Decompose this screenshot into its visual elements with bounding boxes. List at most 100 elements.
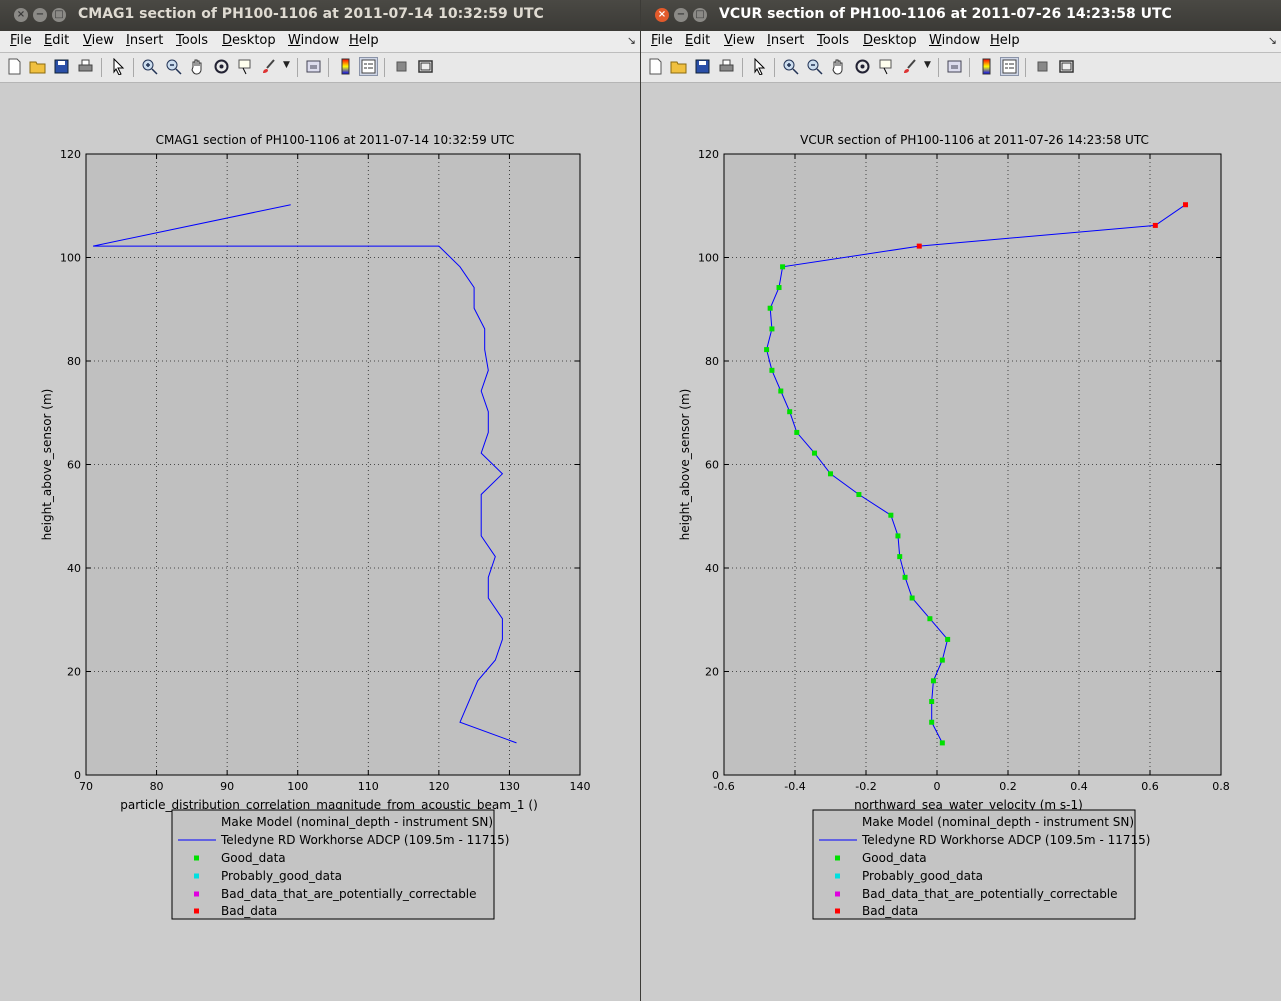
toolbar-separator	[1025, 58, 1026, 77]
toolbar-separator	[384, 58, 385, 77]
show-plot-tools-icon[interactable]	[417, 58, 434, 75]
right-close-icon[interactable]: ×	[655, 8, 669, 22]
right-menu-file[interactable]: File	[651, 33, 673, 48]
save-icon[interactable]	[694, 58, 711, 75]
right-minimize-icon[interactable]: −	[674, 8, 688, 22]
legend-series-label: Teledyne RD Workhorse ADCP (109.5m - 117…	[220, 833, 509, 847]
legend-icon[interactable]	[1000, 57, 1019, 76]
data-point-good	[902, 574, 908, 580]
pointer-icon[interactable]	[110, 58, 127, 75]
zoom-in-icon[interactable]	[141, 58, 158, 75]
pan-hand-icon[interactable]	[830, 58, 847, 75]
data-point-good	[780, 264, 786, 270]
data-cursor-icon[interactable]	[878, 58, 895, 75]
print-icon[interactable]	[718, 58, 735, 75]
pointer-icon[interactable]	[751, 58, 768, 75]
x-tick-label: 0.2	[999, 780, 1017, 793]
left-menu-edit[interactable]: Edit	[44, 33, 70, 48]
hide-plot-tools-icon[interactable]	[393, 58, 410, 75]
pan-hand-icon[interactable]	[189, 58, 206, 75]
left-menu-window[interactable]: Window	[288, 33, 340, 48]
data-point-good	[897, 554, 903, 560]
legend: Make Model (nominal_depth - instrument S…	[812, 809, 1150, 920]
data-point-bad	[1152, 222, 1158, 228]
zoom-in-icon[interactable]	[782, 58, 799, 75]
left-menu-desktop[interactable]: Desktop	[222, 33, 276, 48]
link-plot-icon[interactable]	[305, 58, 322, 75]
x-axis-label: northward_sea_water_velocity (m s-1)	[854, 798, 1083, 812]
right-menu-edit[interactable]: Edit	[685, 33, 711, 48]
data-point-bad	[1183, 202, 1188, 208]
legend-label-bad: Bad_data	[862, 904, 918, 918]
left-menu-file[interactable]: File	[10, 33, 32, 48]
colorbar-icon[interactable]	[978, 58, 995, 75]
x-tick-label: 80	[150, 780, 164, 793]
y-axis-label: height_above_sensor (m)	[40, 389, 54, 541]
right-chart: -0.6 -0.4 -0.2 0 0.2 0.4 0.6 0.8 0 20 40 60 80 100 120…	[678, 133, 1230, 920]
y-axis-label: height_above_sensor (m)	[678, 389, 692, 541]
data-point-good	[769, 326, 775, 332]
left-menu-insert[interactable]: Insert	[126, 33, 164, 48]
colorbar-icon[interactable]	[337, 58, 354, 75]
left-menu-dock-icon[interactable]: ↘	[626, 34, 636, 47]
right-menubar: File Edit View Insert Tools Desktop Wind…	[641, 31, 1281, 53]
legend-label-correctable: Bad_data_that_are_potentially_correctabl…	[862, 887, 1118, 901]
left-menu-tools[interactable]: Tools	[176, 33, 209, 48]
hide-plot-tools-icon[interactable]	[1034, 58, 1051, 75]
chart-title: CMAG1 section of PH100-1106 at 2011-07-1…	[156, 133, 515, 147]
x-tick-label: -0.4	[784, 780, 805, 793]
legend-marker-correctable	[194, 891, 199, 897]
left-menu-view[interactable]: View	[83, 33, 114, 48]
x-tick-label: 130	[499, 780, 520, 793]
save-icon[interactable]	[53, 58, 70, 75]
left-minimize-icon[interactable]: −	[33, 8, 47, 22]
right-titlebar[interactable]: × − □ VCUR section of PH100-1106 at 2011…	[641, 0, 1281, 32]
right-menu-help[interactable]: Help	[990, 33, 1020, 48]
data-cursor-icon[interactable]	[237, 58, 254, 75]
right-menu-view[interactable]: View	[724, 33, 755, 48]
y-tick-label: 100	[60, 252, 81, 265]
link-plot-icon[interactable]	[946, 58, 963, 75]
new-figure-icon[interactable]	[647, 58, 664, 75]
legend-marker-probably_good	[194, 873, 199, 879]
legend-label-good: Good_data	[862, 851, 927, 865]
open-file-icon[interactable]	[670, 58, 687, 75]
brush-icon[interactable]	[901, 58, 918, 75]
legend-marker-correctable	[835, 891, 840, 897]
new-figure-icon[interactable]	[6, 58, 23, 75]
data-point-good	[787, 409, 793, 415]
toolbar-separator	[297, 58, 298, 77]
right-menu-insert[interactable]: Insert	[767, 33, 805, 48]
left-menu-help[interactable]: Help	[349, 33, 379, 48]
right-menu-desktop[interactable]: Desktop	[863, 33, 917, 48]
right-menu-dock-icon[interactable]: ↘	[1267, 34, 1277, 47]
toolbar-separator	[742, 58, 743, 77]
x-axis-label: particle_distribution_correlation_magnit…	[120, 798, 538, 812]
data-point-good	[909, 595, 915, 601]
brush-dropdown-icon[interactable]: ▼	[924, 60, 931, 70]
zoom-out-icon[interactable]	[806, 58, 823, 75]
data-point-good	[769, 367, 775, 373]
right-menu-tools[interactable]: Tools	[817, 33, 850, 48]
left-maximize-icon[interactable]: □	[52, 8, 66, 22]
data-point-good	[888, 512, 894, 518]
legend-label-good: Good_data	[221, 851, 286, 865]
right-maximize-icon[interactable]: □	[693, 8, 707, 22]
left-close-icon[interactable]: ×	[14, 8, 28, 22]
legend-icon[interactable]	[359, 57, 378, 76]
data-point-good	[776, 285, 782, 291]
right-menu-window[interactable]: Window	[929, 33, 981, 48]
rotate-3d-icon[interactable]	[213, 58, 230, 75]
rotate-3d-icon[interactable]	[854, 58, 871, 75]
x-tick-label: 0.6	[1141, 780, 1159, 793]
brush-dropdown-icon[interactable]: ▼	[283, 60, 290, 70]
toolbar-separator	[969, 58, 970, 77]
brush-icon[interactable]	[260, 58, 277, 75]
left-titlebar[interactable]: × − □ CMAG1 section of PH100-1106 at 201…	[0, 0, 640, 32]
open-file-icon[interactable]	[29, 58, 46, 75]
right-figure-canvas: -0.6 -0.4 -0.2 0 0.2 0.4 0.6 0.8 0 20 40 60 80 100 120…	[641, 83, 1281, 1001]
print-icon[interactable]	[77, 58, 94, 75]
show-plot-tools-icon[interactable]	[1058, 58, 1075, 75]
data-point-bad	[916, 243, 922, 249]
zoom-out-icon[interactable]	[165, 58, 182, 75]
